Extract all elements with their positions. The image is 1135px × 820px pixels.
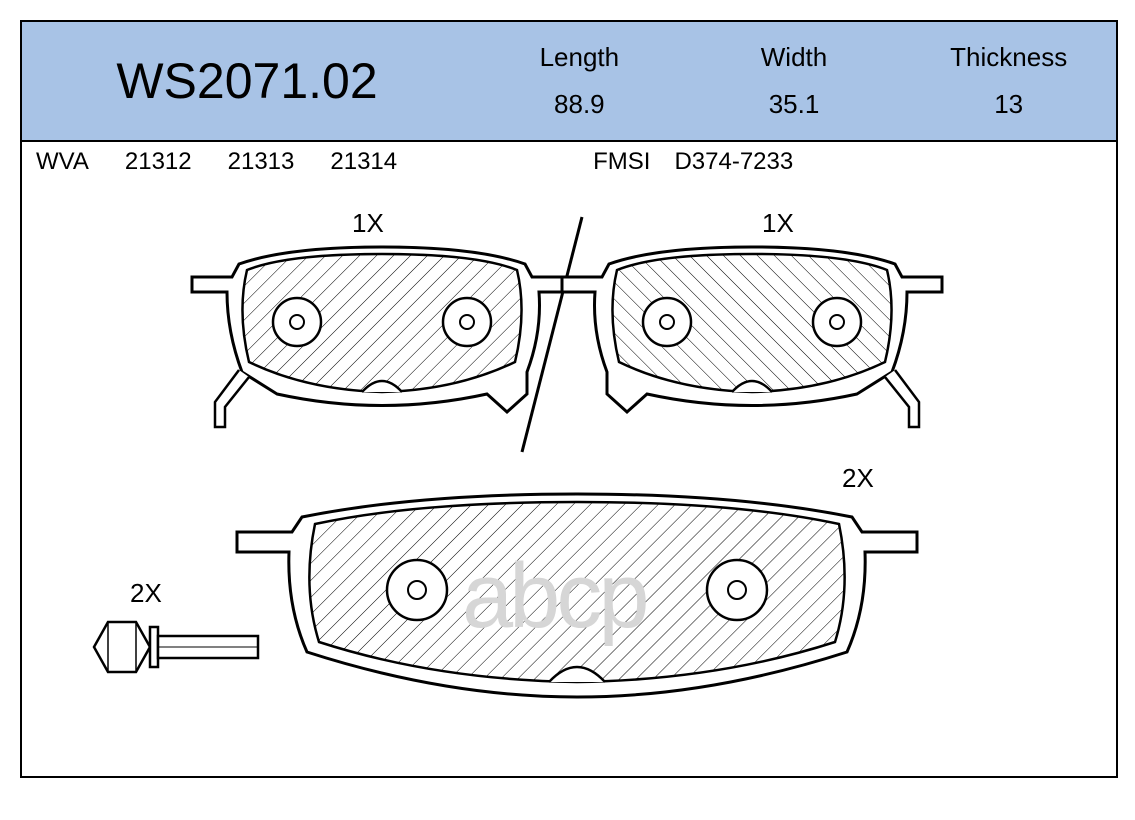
codes-row: WVA 21312 21313 21314 FMSI D374-7233 — [22, 142, 1116, 182]
dim-thickness-value: 13 — [994, 89, 1023, 120]
bottom-pad — [237, 494, 917, 697]
part-number: WS2071.02 — [22, 22, 472, 140]
label-bolt-qty: 2X — [130, 578, 162, 608]
wva-value-0: 21312 — [125, 148, 192, 176]
header-row: WS2071.02 Length 88.9 Width 35.1 Thickne… — [22, 22, 1116, 142]
brake-pad-drawing: 1X 1X 2X 2X — [22, 182, 1116, 762]
label-top-right-qty: 1X — [762, 208, 794, 238]
dim-thickness: Thickness 13 — [901, 22, 1116, 140]
label-top-left-qty: 1X — [352, 208, 384, 238]
wva-label: WVA — [36, 148, 89, 176]
wva-value-1: 21313 — [228, 148, 295, 176]
top-pad-left — [192, 247, 572, 427]
wva-value-2: 21314 — [330, 148, 397, 176]
top-pad-right — [562, 247, 942, 427]
dimensions-block: Length 88.9 Width 35.1 Thickness 13 — [472, 22, 1116, 140]
diagram-area: abcp — [22, 182, 1116, 762]
dim-thickness-label: Thickness — [950, 42, 1067, 73]
label-bottom-qty: 2X — [842, 463, 874, 493]
dim-width-value: 35.1 — [769, 89, 820, 120]
drawing-frame: WS2071.02 Length 88.9 Width 35.1 Thickne… — [20, 20, 1118, 778]
fmsi-value: D374-7233 — [674, 148, 793, 176]
wva-codes: WVA 21312 21313 21314 — [36, 148, 397, 176]
bolt — [94, 622, 258, 672]
fmsi-label: FMSI — [593, 148, 650, 176]
dim-length: Length 88.9 — [472, 22, 687, 140]
dim-length-label: Length — [540, 42, 620, 73]
dim-length-value: 88.9 — [554, 89, 605, 120]
fmsi-codes: FMSI D374-7233 — [593, 148, 793, 176]
dim-width-label: Width — [761, 42, 827, 73]
dim-width: Width 35.1 — [687, 22, 902, 140]
